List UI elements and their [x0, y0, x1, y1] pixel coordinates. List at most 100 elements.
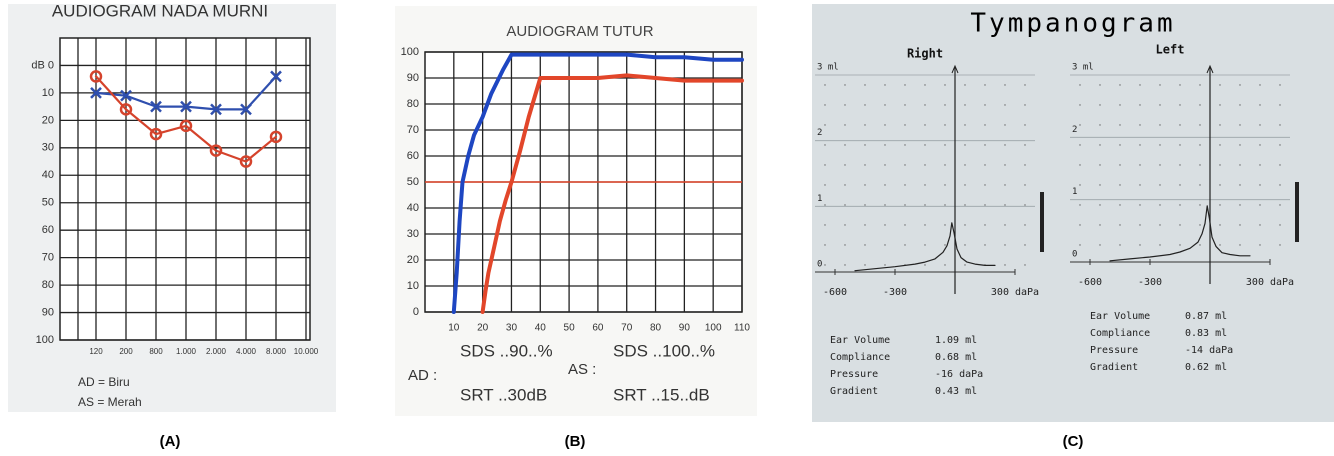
- grid-dot: [844, 164, 846, 166]
- y-tick-label: 10: [407, 280, 419, 292]
- volume-bar: [1295, 182, 1299, 242]
- marker: [210, 103, 222, 116]
- grid-dot: [1279, 144, 1281, 146]
- grid-dot: [1199, 204, 1201, 206]
- grid-dot: [1024, 184, 1026, 186]
- y-tick-label: 100: [401, 46, 419, 58]
- grid-dot: [984, 204, 986, 206]
- grid-dot: [1119, 144, 1121, 146]
- stat-label: Gradient: [830, 386, 878, 397]
- grid-dot: [844, 104, 846, 106]
- grid-dot: [1239, 104, 1241, 106]
- chart-title: AUDIOGRAM TUTUR: [506, 23, 653, 40]
- y-tick-label: 10: [42, 87, 54, 99]
- marker: [209, 144, 223, 157]
- annotation: SRT ..15..dB: [613, 385, 710, 404]
- grid-dot: [864, 124, 866, 126]
- grid-dot: [944, 184, 946, 186]
- annotation: AD :: [408, 367, 437, 384]
- y-tick-label: 50: [42, 197, 54, 209]
- grid-dot: [1239, 184, 1241, 186]
- caption: (A): [160, 433, 181, 450]
- marker: [269, 130, 283, 144]
- x-tick-label: 40: [535, 323, 547, 334]
- grid-dot: [1219, 104, 1221, 106]
- x-tick-label: 10.000: [294, 347, 319, 356]
- marker: [180, 100, 192, 113]
- grid-dot: [1159, 224, 1161, 226]
- grid-dot: [1259, 84, 1261, 86]
- grid-dot: [864, 164, 866, 166]
- grid-dot: [884, 84, 886, 86]
- grid-dot: [924, 184, 926, 186]
- grid-dot: [1024, 104, 1026, 106]
- grid-dot: [1199, 124, 1201, 126]
- annotation: AS :: [568, 361, 596, 378]
- y-tick-label: 90: [42, 306, 54, 318]
- grid-dot: [1024, 124, 1026, 126]
- grid-dot: [824, 104, 826, 106]
- y-tick-label: 1: [817, 194, 822, 204]
- grid-dot: [1199, 144, 1201, 146]
- marker: [270, 70, 282, 83]
- grid-dot: [1179, 244, 1181, 246]
- series-line: [94, 75, 278, 163]
- x-tick-label: 300 daPa: [1246, 277, 1294, 288]
- grid-dot: [904, 144, 906, 146]
- x-tick-label: 4.000: [236, 347, 257, 356]
- grid-dot: [1199, 164, 1201, 166]
- grid-dot: [924, 104, 926, 106]
- grid-dot: [924, 124, 926, 126]
- grid-dot: [944, 204, 946, 206]
- legend-label: AD = Biru: [78, 375, 130, 389]
- y-tick-label: 40: [407, 202, 419, 214]
- grid-dot: [1239, 164, 1241, 166]
- grid-dot: [904, 184, 906, 186]
- grid-dot: [1024, 164, 1026, 166]
- y-tick-label: 3 ml: [1072, 63, 1094, 73]
- grid-dot: [964, 84, 966, 86]
- grid-dot: [1219, 244, 1221, 246]
- grid-dot: [1199, 224, 1201, 226]
- grid-dot: [1279, 244, 1281, 246]
- x-tick-label: -600: [823, 287, 847, 298]
- grid-dot: [1004, 184, 1006, 186]
- grid-dot: [964, 224, 966, 226]
- grid-dot: [964, 184, 966, 186]
- stat-value: 1.09 ml: [935, 335, 977, 346]
- marker: [239, 155, 253, 168]
- grid-dot: [1079, 144, 1081, 146]
- grid-dot: [864, 204, 866, 206]
- grid-dot: [1099, 84, 1101, 86]
- grid-dot: [1004, 264, 1006, 266]
- grid-dot: [1259, 244, 1261, 246]
- grid-dot: [1279, 224, 1281, 226]
- grid-dot: [944, 144, 946, 146]
- grid-dot: [904, 204, 906, 206]
- grid-dot: [1099, 144, 1101, 146]
- y-tick-label: 40: [42, 169, 54, 181]
- y-tick-label: 60: [407, 150, 419, 162]
- grid-dot: [1279, 184, 1281, 186]
- panel-c-bg: [812, 4, 1334, 422]
- grid-dot: [944, 244, 946, 246]
- x-tick-label: 100: [705, 323, 722, 334]
- grid-dot: [944, 264, 946, 266]
- x-tick-label: -300: [883, 287, 907, 298]
- y-tick-label: 0: [1072, 250, 1077, 260]
- grid-dot: [1119, 164, 1121, 166]
- grid-dot: [824, 84, 826, 86]
- grid-dot: [1159, 124, 1161, 126]
- grid-dot: [1004, 244, 1006, 246]
- stat-label: Ear Volume: [1090, 311, 1150, 322]
- grid-dot: [884, 184, 886, 186]
- grid-dot: [1179, 84, 1181, 86]
- grid-dot: [1159, 84, 1161, 86]
- grid-dot: [1199, 184, 1201, 186]
- grid-dot: [1279, 204, 1281, 206]
- series-line: [451, 52, 744, 314]
- caption: (C): [1063, 433, 1084, 450]
- grid-dot: [924, 144, 926, 146]
- grid-dot: [824, 264, 826, 266]
